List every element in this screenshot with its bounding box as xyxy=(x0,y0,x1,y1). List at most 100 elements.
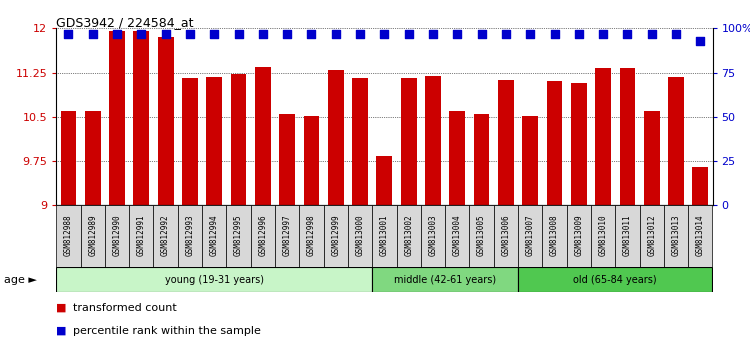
Text: young (19-31 years): young (19-31 years) xyxy=(165,275,264,285)
Point xyxy=(548,31,560,36)
Bar xyxy=(522,116,538,205)
Bar xyxy=(178,205,202,267)
Text: percentile rank within the sample: percentile rank within the sample xyxy=(73,326,261,336)
Point xyxy=(111,31,123,36)
Text: GSM812995: GSM812995 xyxy=(234,215,243,256)
Bar xyxy=(692,167,708,205)
Text: GSM813012: GSM813012 xyxy=(647,215,656,256)
Bar xyxy=(61,111,76,205)
Bar xyxy=(620,68,635,205)
Point xyxy=(330,31,342,36)
Point xyxy=(476,31,488,36)
Bar xyxy=(323,205,348,267)
Point xyxy=(597,31,609,36)
Bar xyxy=(56,205,80,267)
Text: GSM812988: GSM812988 xyxy=(64,215,73,256)
Bar xyxy=(304,116,320,205)
Bar xyxy=(547,81,562,205)
Bar xyxy=(158,37,173,205)
Text: GSM813013: GSM813013 xyxy=(671,215,680,256)
Bar xyxy=(231,74,247,205)
Text: GSM812997: GSM812997 xyxy=(283,215,292,256)
Text: GSM812999: GSM812999 xyxy=(332,215,340,256)
Bar xyxy=(494,205,518,267)
Point xyxy=(524,31,536,36)
Bar xyxy=(279,114,295,205)
Text: GSM813002: GSM813002 xyxy=(404,215,413,256)
Bar xyxy=(644,111,660,205)
Bar xyxy=(251,205,275,267)
Point xyxy=(694,38,706,44)
Text: old (65-84 years): old (65-84 years) xyxy=(574,275,657,285)
Point xyxy=(500,31,512,36)
Point xyxy=(209,31,220,36)
Point xyxy=(573,31,585,36)
Point xyxy=(184,31,196,36)
Text: GSM812996: GSM812996 xyxy=(258,215,267,256)
Bar xyxy=(400,79,416,205)
Text: GSM812991: GSM812991 xyxy=(136,215,146,256)
Text: GSM813004: GSM813004 xyxy=(453,215,462,256)
Text: GSM812993: GSM812993 xyxy=(185,215,194,256)
Bar xyxy=(348,205,372,267)
Bar xyxy=(664,205,688,267)
Bar xyxy=(372,205,397,267)
Bar xyxy=(421,205,446,267)
Bar xyxy=(372,267,518,292)
Text: transformed count: transformed count xyxy=(73,303,176,313)
Bar xyxy=(542,205,567,267)
Bar xyxy=(105,205,129,267)
Bar xyxy=(56,267,372,292)
Bar xyxy=(206,77,222,205)
Point xyxy=(403,31,415,36)
Text: GSM812992: GSM812992 xyxy=(161,215,170,256)
Text: GSM813008: GSM813008 xyxy=(550,215,559,256)
Bar xyxy=(474,114,490,205)
Bar xyxy=(688,205,712,267)
Text: GSM812990: GSM812990 xyxy=(112,215,122,256)
Text: GSM813006: GSM813006 xyxy=(502,215,511,256)
Bar xyxy=(571,82,586,205)
Point xyxy=(305,31,317,36)
Bar xyxy=(668,77,684,205)
Bar xyxy=(567,205,591,267)
Bar xyxy=(80,205,105,267)
Text: GSM813003: GSM813003 xyxy=(428,215,437,256)
Text: GSM812994: GSM812994 xyxy=(210,215,219,256)
Point xyxy=(378,31,390,36)
Bar xyxy=(591,205,615,267)
Point xyxy=(646,31,658,36)
Text: ■: ■ xyxy=(56,303,67,313)
Bar xyxy=(640,205,664,267)
Bar xyxy=(518,267,712,292)
Point xyxy=(281,31,293,36)
Bar xyxy=(299,205,323,267)
Bar xyxy=(352,79,368,205)
Point xyxy=(87,31,99,36)
Text: ■: ■ xyxy=(56,326,67,336)
Bar xyxy=(129,205,154,267)
Bar xyxy=(255,67,271,205)
Point xyxy=(160,31,172,36)
Bar xyxy=(226,205,251,267)
Point xyxy=(232,31,244,36)
Text: GSM812998: GSM812998 xyxy=(307,215,316,256)
Text: GSM813010: GSM813010 xyxy=(598,215,608,256)
Text: GSM813009: GSM813009 xyxy=(574,215,584,256)
Text: age ►: age ► xyxy=(4,275,37,285)
Bar xyxy=(397,205,421,267)
Point xyxy=(622,31,634,36)
Bar xyxy=(470,205,494,267)
Bar xyxy=(85,111,100,205)
Text: GSM813001: GSM813001 xyxy=(380,215,388,256)
Point xyxy=(135,31,147,36)
Point xyxy=(452,31,464,36)
Bar xyxy=(615,205,640,267)
Bar xyxy=(154,205,178,267)
Text: GSM813005: GSM813005 xyxy=(477,215,486,256)
Bar xyxy=(425,75,441,205)
Bar xyxy=(596,68,611,205)
Text: GSM812989: GSM812989 xyxy=(88,215,98,256)
Point xyxy=(427,31,439,36)
Bar xyxy=(449,111,465,205)
